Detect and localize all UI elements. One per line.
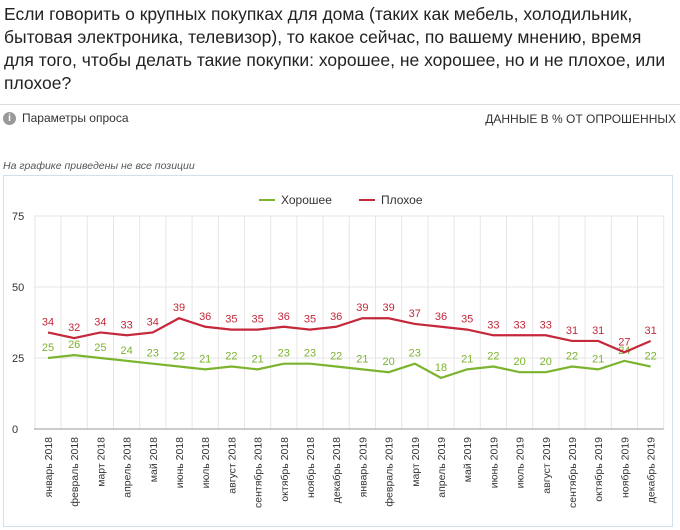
data-label: 35 (251, 314, 263, 326)
x-tick-label: апрель 2019 (436, 437, 448, 498)
data-label: 27 (618, 336, 630, 348)
data-label: 32 (68, 322, 80, 334)
x-tick-label: июнь 2019 (488, 437, 500, 488)
data-label: 24 (618, 345, 630, 357)
data-label: 36 (435, 311, 447, 323)
data-label: 22 (487, 351, 499, 363)
data-label: 23 (278, 348, 290, 360)
x-tick-label: август 2018 (226, 437, 238, 494)
legend-label: Плохое (381, 193, 423, 207)
x-tick-label: май 2018 (148, 437, 160, 482)
data-label: 22 (644, 351, 656, 363)
x-tick-label: июнь 2018 (174, 437, 186, 488)
y-tick-label: 25 (12, 353, 24, 365)
data-label: 18 (435, 362, 447, 374)
data-label: 35 (225, 314, 237, 326)
y-tick-label: 50 (12, 282, 24, 294)
data-label: 20 (513, 356, 525, 368)
x-tick-label: июль 2019 (515, 437, 527, 489)
x-tick-label: октябрь 2019 (593, 437, 605, 502)
survey-params-label: Параметры опроса (22, 111, 129, 125)
x-tick-label: октябрь 2018 (279, 437, 291, 502)
x-tick-label: сентябрь 2019 (567, 437, 579, 508)
data-label: 35 (304, 314, 316, 326)
y-tick-label: 75 (12, 211, 24, 223)
data-label: 21 (592, 353, 604, 365)
data-label: 33 (487, 319, 499, 331)
data-label: 21 (461, 353, 473, 365)
x-tick-label: ноябрь 2018 (305, 437, 317, 498)
info-icon: i (3, 111, 16, 125)
data-label: 21 (251, 353, 263, 365)
data-label: 22 (330, 351, 342, 363)
data-label: 34 (42, 316, 54, 328)
data-label: 26 (68, 339, 80, 351)
data-label: 20 (382, 356, 394, 368)
data-label: 22 (566, 351, 578, 363)
x-tick-label: декабрь 2018 (331, 437, 343, 503)
data-label: 36 (199, 311, 211, 323)
x-tick-label: март 2019 (410, 437, 422, 487)
data-label: 23 (304, 348, 316, 360)
legend-label: Хорошее (281, 193, 332, 207)
x-tick-label: май 2019 (462, 437, 474, 482)
data-label: 25 (42, 342, 54, 354)
data-label: 21 (356, 353, 368, 365)
series-line (47, 354, 651, 380)
x-tick-label: август 2019 (541, 437, 553, 494)
x-tick-label: февраль 2019 (384, 437, 396, 507)
x-tick-label: апрель 2018 (122, 437, 134, 498)
x-tick-label: январь 2018 (43, 437, 55, 498)
data-label: 36 (278, 311, 290, 323)
chart-note: На графике приведены не все позиции (3, 160, 195, 172)
x-tick-label: ноябрь 2019 (619, 437, 631, 498)
data-label: 25 (94, 342, 106, 354)
divider (0, 104, 680, 105)
y-tick-label: 0 (12, 424, 18, 436)
data-label: 21 (199, 353, 211, 365)
data-label: 23 (147, 348, 159, 360)
data-label: 31 (644, 325, 656, 337)
units-label: ДАННЫЕ В % ОТ ОПРОШЕННЫХ (485, 112, 676, 126)
data-label: 34 (147, 316, 159, 328)
data-label: 22 (225, 351, 237, 363)
data-label: 39 (356, 302, 368, 314)
data-label: 39 (173, 302, 185, 314)
data-label: 34 (94, 316, 106, 328)
data-label: 31 (566, 325, 578, 337)
data-label: 33 (513, 319, 525, 331)
data-label: 24 (120, 345, 132, 357)
question-title: Если говорить о крупных покупках для дом… (4, 4, 666, 93)
data-label: 23 (409, 348, 421, 360)
x-tick-label: июль 2018 (200, 437, 212, 489)
data-label: 31 (592, 325, 604, 337)
x-tick-label: февраль 2018 (69, 437, 81, 507)
x-tick-label: март 2018 (95, 437, 107, 487)
chart-container: 0 25 50 75 январь 2018 февраль 2018 март 2018 а… (3, 175, 673, 527)
data-label: 35 (461, 314, 473, 326)
data-label: 36 (330, 311, 342, 323)
data-label: 33 (120, 319, 132, 331)
data-label: 37 (409, 308, 421, 320)
data-label: 22 (173, 351, 185, 363)
line-chart: 0 25 50 75 январь 2018 февраль 2018 март 2018 а… (12, 193, 665, 508)
data-label: 39 (382, 302, 394, 314)
series-line (47, 317, 652, 354)
x-tick-label: сентябрь 2018 (253, 437, 265, 508)
survey-params-button[interactable]: i Параметры опроса (3, 111, 129, 125)
data-label: 33 (540, 319, 552, 331)
x-tick-label: январь 2019 (357, 437, 369, 498)
data-label: 20 (540, 356, 552, 368)
x-tick-label: декабрь 2019 (646, 437, 658, 503)
